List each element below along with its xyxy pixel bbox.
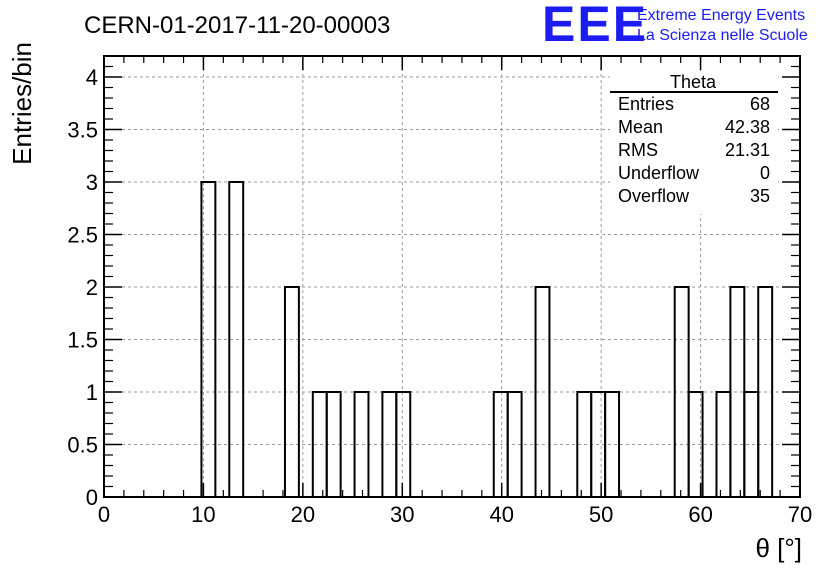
histogram-bin bbox=[395, 391, 412, 497]
x-tick-label: 40 bbox=[489, 502, 513, 527]
logo-line-2: La Scienza nelle Scuole bbox=[637, 27, 808, 44]
x-tick-label: 10 bbox=[191, 502, 215, 527]
histogram-bin bbox=[283, 286, 300, 497]
x-tick-label: 60 bbox=[688, 502, 712, 527]
stats-box-background bbox=[610, 72, 778, 214]
x-axis-title: θ [°] bbox=[755, 533, 802, 563]
histogram-bin bbox=[687, 391, 704, 497]
stats-label: Overflow bbox=[618, 186, 690, 206]
stats-value: 42.38 bbox=[725, 117, 770, 137]
histogram-series bbox=[200, 181, 774, 497]
stats-value: 35 bbox=[750, 186, 770, 206]
x-tick-labels: 0 10 20 30 40 50 60 70 bbox=[98, 502, 812, 527]
histogram-bin bbox=[534, 286, 551, 497]
x-tick-label: 0 bbox=[98, 502, 110, 527]
stats-label: RMS bbox=[618, 140, 658, 160]
chart-title: CERN-01-2017-11-20-00003 bbox=[84, 12, 390, 39]
grid-lines bbox=[104, 56, 800, 497]
axis-ticks bbox=[103, 56, 801, 498]
y-tick-label: 3 bbox=[86, 170, 98, 195]
stats-label: Mean bbox=[618, 117, 663, 137]
logo-mark: EEE bbox=[542, 0, 648, 52]
histogram-bin bbox=[228, 181, 245, 497]
x-tick-label: 20 bbox=[291, 502, 315, 527]
y-tick-label: 1.5 bbox=[67, 328, 98, 353]
stats-value: 0 bbox=[760, 163, 770, 183]
x-tick-label: 50 bbox=[589, 502, 613, 527]
logo-line-1: Extreme Energy Events bbox=[637, 7, 805, 24]
stats-rows: Entries 68 Mean 42.38 RMS 21.31 Underflow 0 Over… bbox=[618, 94, 770, 206]
x-tick-label: 70 bbox=[788, 502, 812, 527]
y-tick-labels: 0 0.5 1 1.5 2 2.5 3 3.5 4 bbox=[67, 65, 98, 510]
histogram-bin bbox=[325, 391, 342, 497]
y-tick-label: 1 bbox=[86, 380, 98, 405]
y-tick-label: 4 bbox=[86, 65, 98, 90]
stats-label: Underflow bbox=[618, 163, 700, 183]
histogram-bin bbox=[353, 391, 370, 497]
y-tick-label: 2 bbox=[86, 275, 98, 300]
y-tick-label: 2.5 bbox=[67, 223, 98, 248]
stats-value: 68 bbox=[750, 94, 770, 114]
eee-logo: EEE Extreme Energy Events La Scienza nel… bbox=[542, 0, 808, 52]
y-tick-label: 0 bbox=[86, 485, 98, 510]
stats-value: 21.31 bbox=[725, 140, 770, 160]
x-tick-label: 30 bbox=[390, 502, 414, 527]
histogram-bin bbox=[506, 391, 523, 497]
stats-label: Entries bbox=[618, 94, 674, 114]
histogram-bin bbox=[200, 181, 217, 497]
y-tick-label: 3.5 bbox=[67, 118, 98, 143]
y-axis-title: Entries/bin bbox=[7, 42, 37, 165]
stats-title: Theta bbox=[670, 72, 717, 92]
stats-box: Theta Entries 68 Mean 42.38 RMS 21.31 Underflo… bbox=[610, 72, 778, 214]
histogram-bin bbox=[757, 286, 774, 497]
histogram-bin bbox=[604, 391, 621, 497]
y-tick-label: 0.5 bbox=[67, 433, 98, 458]
